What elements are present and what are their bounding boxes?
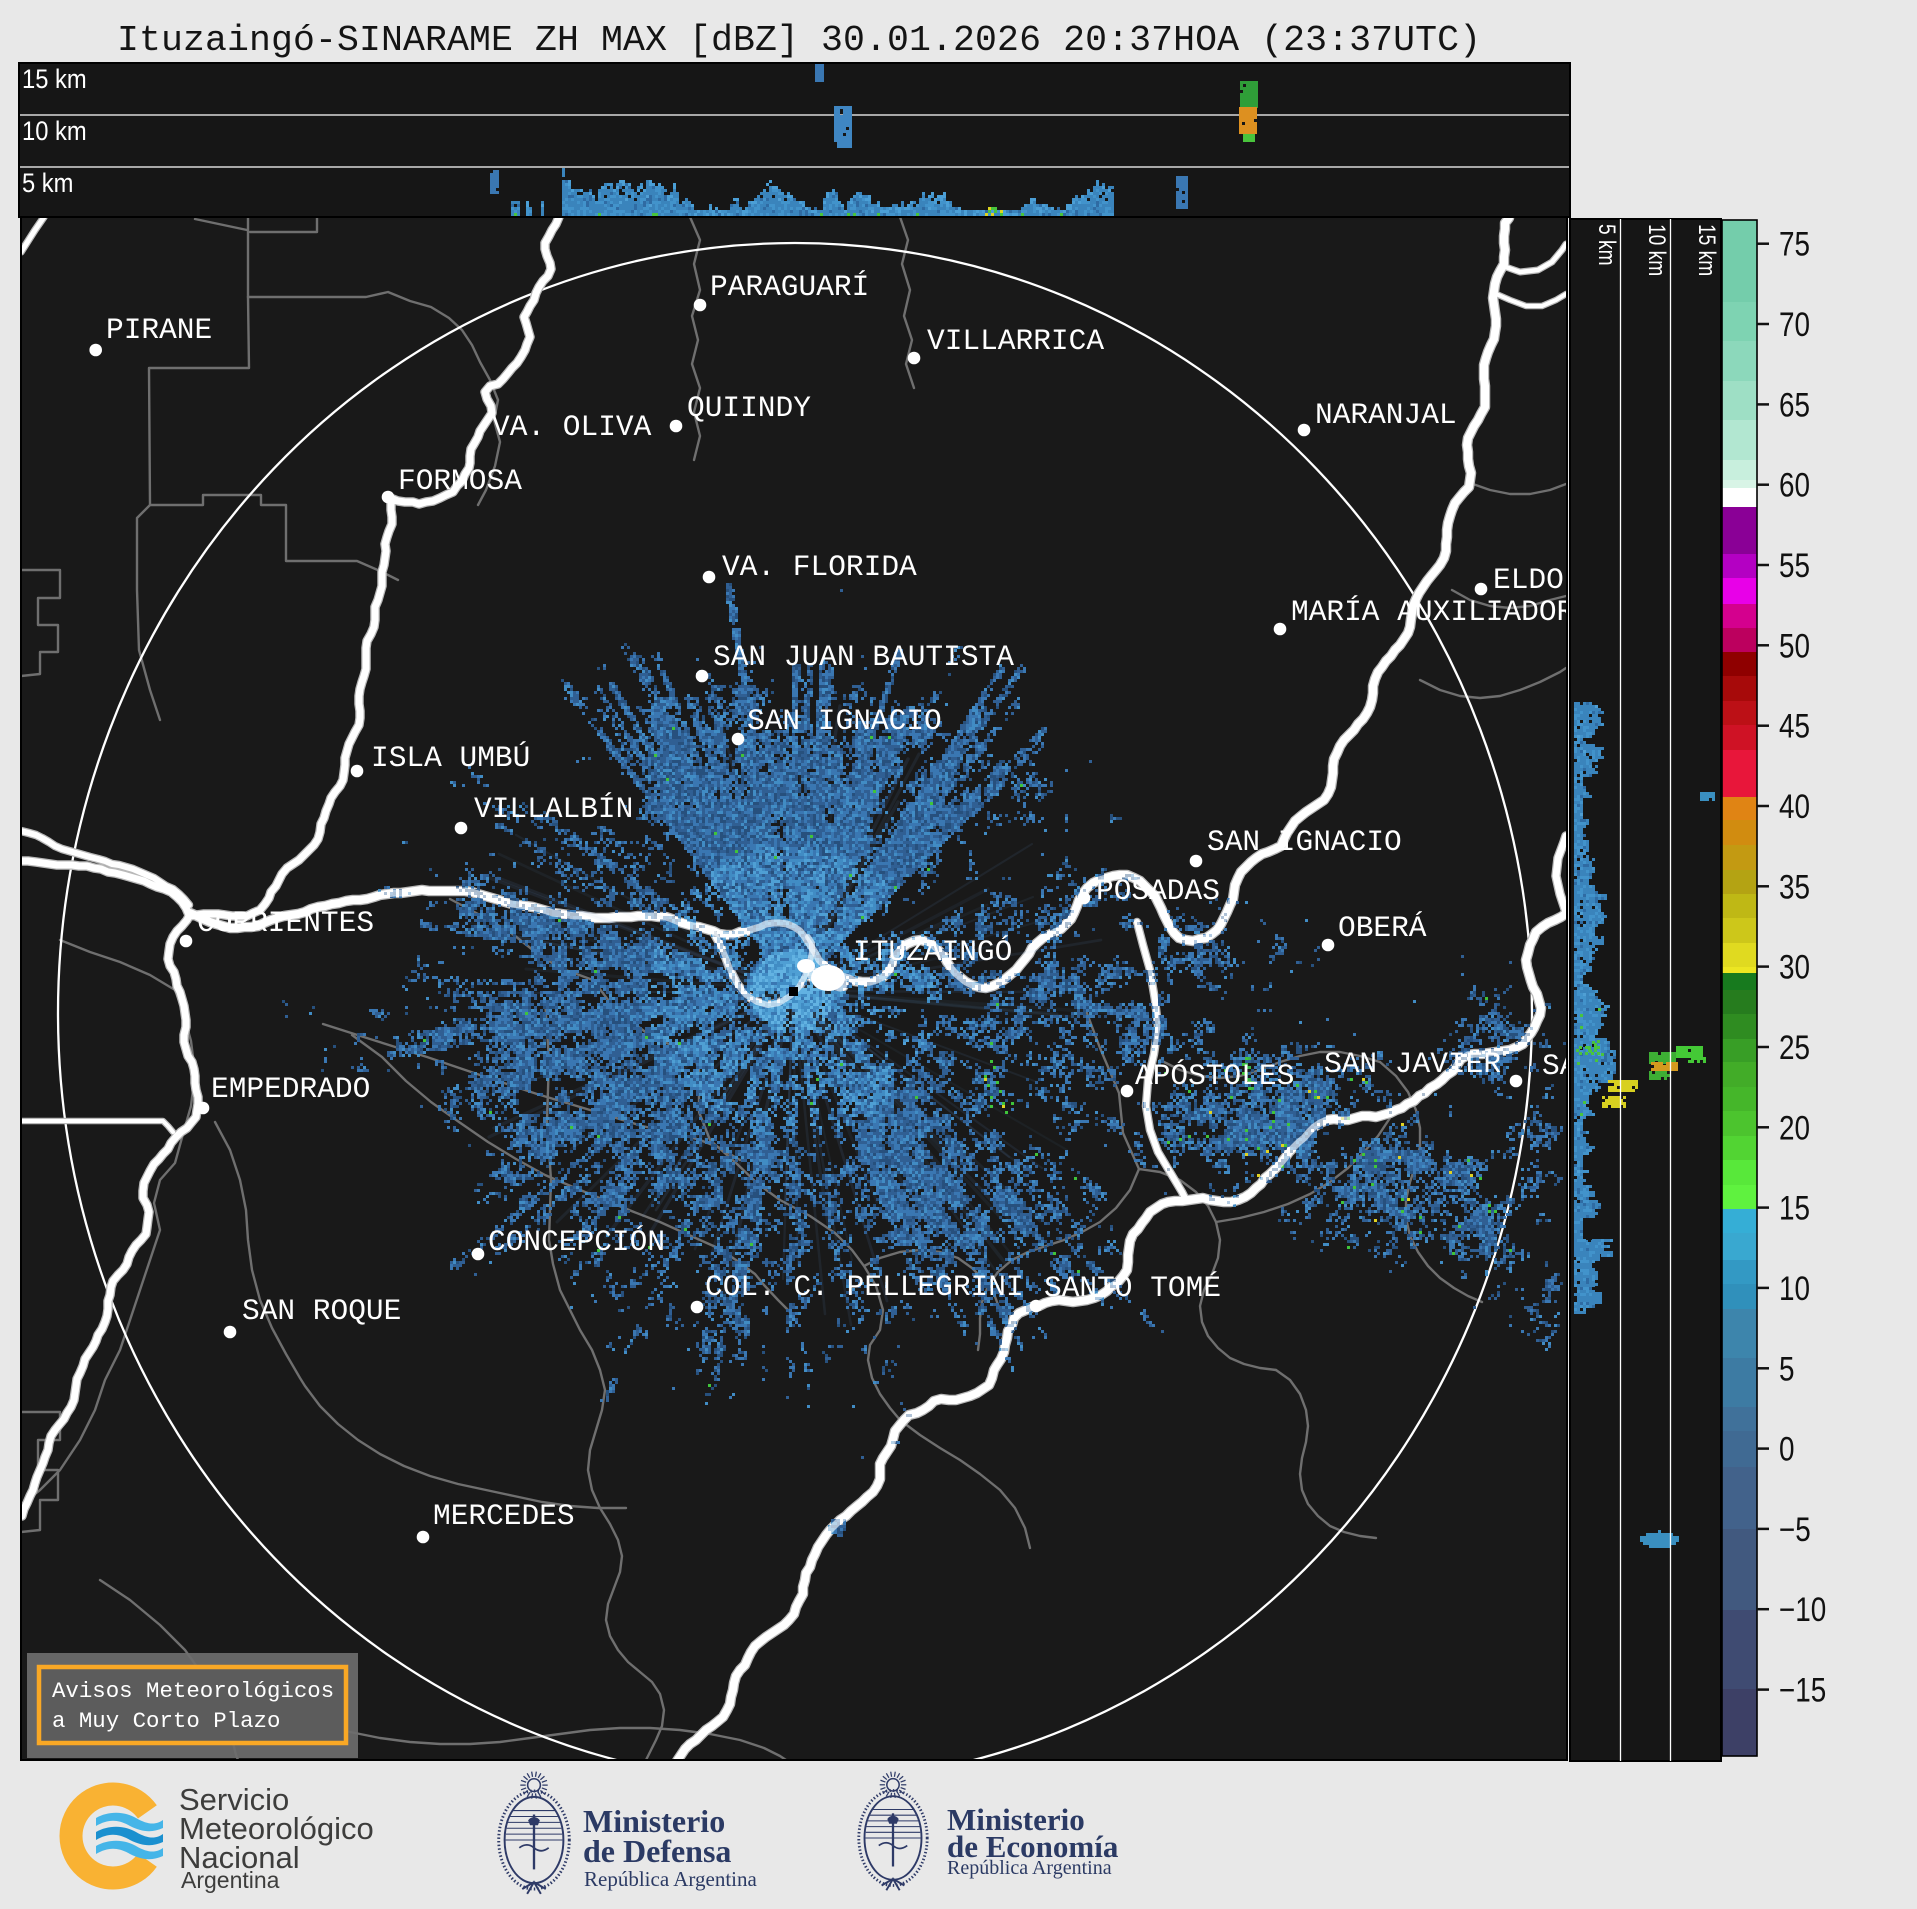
svg-text:NARANJAL: NARANJAL xyxy=(1315,398,1457,432)
svg-text:CONCEPCIÓN: CONCEPCIÓN xyxy=(488,1225,665,1259)
svg-text:VILLARRICA: VILLARRICA xyxy=(927,324,1104,358)
svg-text:45: 45 xyxy=(1779,707,1810,745)
svg-text:25: 25 xyxy=(1779,1028,1810,1066)
svg-text:10 km: 10 km xyxy=(1643,224,1671,276)
svg-text:COL. C. PELLEGRINI: COL. C. PELLEGRINI xyxy=(705,1270,1024,1304)
svg-text:APÓSTOLES: APÓSTOLES xyxy=(1135,1059,1294,1093)
svg-text:FORMOSA: FORMOSA xyxy=(398,464,522,498)
svg-text:Ministerio: Ministerio xyxy=(583,1803,725,1839)
svg-text:5 km: 5 km xyxy=(1593,224,1621,266)
svg-text:de Defensa: de Defensa xyxy=(583,1833,731,1869)
svg-text:VA. FLORIDA: VA. FLORIDA xyxy=(722,550,917,584)
svg-text:República Argentina: República Argentina xyxy=(947,1857,1112,1879)
svg-text:55: 55 xyxy=(1779,546,1810,584)
svg-text:a Muy Corto Plazo: a Muy Corto Plazo xyxy=(52,1708,280,1734)
svg-text:35: 35 xyxy=(1779,868,1810,906)
svg-text:SAN IGNACIO: SAN IGNACIO xyxy=(1207,825,1402,859)
svg-text:65: 65 xyxy=(1779,386,1810,424)
svg-text:70: 70 xyxy=(1779,305,1810,343)
svg-text:Ministerio: Ministerio xyxy=(947,1802,1085,1837)
svg-text:SANTO TOMÉ: SANTO TOMÉ xyxy=(1044,1271,1221,1305)
svg-text:5 km: 5 km xyxy=(22,169,73,199)
svg-text:SAN: SAN xyxy=(1542,1049,1595,1083)
svg-text:VA. OLIVA: VA. OLIVA xyxy=(492,410,652,444)
svg-text:CORRIENTES: CORRIENTES xyxy=(197,906,374,940)
svg-text:SAN IGNACIO: SAN IGNACIO xyxy=(747,704,942,738)
svg-text:30: 30 xyxy=(1779,948,1810,986)
svg-text:SAN JAVIER: SAN JAVIER xyxy=(1324,1047,1501,1081)
svg-text:POSADAS: POSADAS xyxy=(1096,874,1220,908)
svg-text:50: 50 xyxy=(1779,627,1810,665)
svg-text:República Argentina: República Argentina xyxy=(584,1867,757,1891)
svg-text:5: 5 xyxy=(1779,1350,1795,1388)
svg-text:OBERÁ: OBERÁ xyxy=(1338,911,1427,945)
svg-text:Servicio: Servicio xyxy=(179,1782,289,1817)
svg-text:15 km: 15 km xyxy=(1693,224,1721,276)
svg-text:75: 75 xyxy=(1779,225,1810,263)
svg-text:SAN JUAN BAUTISTA: SAN JUAN BAUTISTA xyxy=(713,640,1014,674)
svg-text:VILLALBÍN: VILLALBÍN xyxy=(474,792,633,826)
svg-text:SAN ROQUE: SAN ROQUE xyxy=(242,1294,401,1328)
svg-text:de Economía: de Economía xyxy=(947,1829,1119,1864)
svg-text:40: 40 xyxy=(1779,787,1810,825)
svg-text:Argentina: Argentina xyxy=(181,1867,280,1893)
svg-text:10 km: 10 km xyxy=(22,117,87,147)
svg-text:Avisos Meteorológicos: Avisos Meteorológicos xyxy=(52,1678,334,1704)
svg-text:−15: −15 xyxy=(1779,1671,1826,1709)
svg-text:60: 60 xyxy=(1779,466,1810,504)
svg-text:Nacional: Nacional xyxy=(179,1840,300,1875)
svg-text:EMPEDRADO: EMPEDRADO xyxy=(211,1072,370,1106)
svg-text:15 km: 15 km xyxy=(22,65,87,95)
svg-text:−10: −10 xyxy=(1779,1591,1826,1629)
svg-text:MARÍA AUXILIADORA: MARÍA AUXILIADORA xyxy=(1291,595,1592,629)
svg-text:PARAGUARÍ: PARAGUARÍ xyxy=(710,270,869,304)
svg-text:PIRANE: PIRANE xyxy=(106,313,212,347)
svg-text:QUIINDY: QUIINDY xyxy=(687,391,811,425)
svg-text:MERCEDES: MERCEDES xyxy=(433,1499,575,1533)
svg-text:ELDORADO: ELDORADO xyxy=(1493,563,1635,597)
svg-text:15: 15 xyxy=(1779,1189,1810,1227)
svg-text:20: 20 xyxy=(1779,1109,1810,1147)
svg-text:Ituzaingó-SINARAME ZH MAX [dBZ: Ituzaingó-SINARAME ZH MAX [dBZ] 30.01.20… xyxy=(117,20,1481,61)
svg-text:10: 10 xyxy=(1779,1269,1810,1307)
svg-text:Meteorológico: Meteorológico xyxy=(179,1811,374,1846)
svg-text:−5: −5 xyxy=(1779,1510,1811,1548)
svg-text:ITUZAINGÓ: ITUZAINGÓ xyxy=(853,935,1012,969)
svg-text:0: 0 xyxy=(1779,1430,1795,1468)
svg-text:ISLA UMBÚ: ISLA UMBÚ xyxy=(371,741,530,775)
